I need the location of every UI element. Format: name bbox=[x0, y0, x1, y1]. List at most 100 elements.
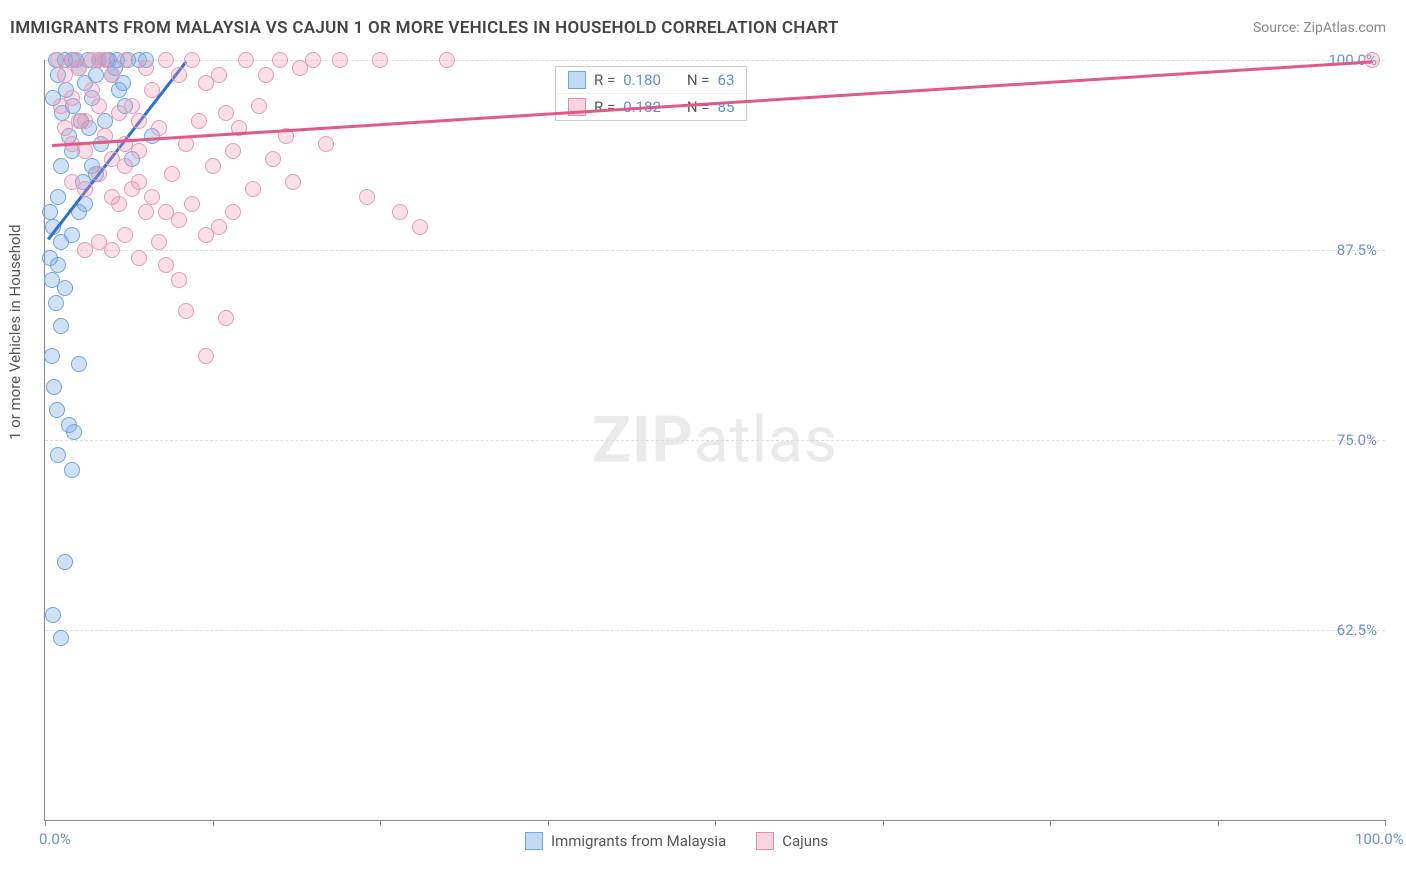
source-value: ZipAtlas.com bbox=[1303, 20, 1386, 36]
scatter-point-malaysia bbox=[50, 257, 66, 273]
scatter-point-malaysia bbox=[71, 356, 87, 372]
stat-n-label: N = bbox=[687, 98, 710, 116]
x-tick bbox=[1385, 820, 1386, 826]
scatter-point-cajuns bbox=[84, 52, 100, 68]
scatter-point-cajuns bbox=[305, 52, 321, 68]
plot-area: ZIPatlas R = 0.180 N = 63 R = 0.182 N = … bbox=[44, 60, 1385, 821]
scatter-point-malaysia bbox=[53, 158, 69, 174]
scatter-point-cajuns bbox=[318, 136, 334, 152]
scatter-point-malaysia bbox=[45, 607, 61, 623]
scatter-point-cajuns bbox=[91, 98, 107, 114]
gridline-h bbox=[45, 440, 1385, 441]
scatter-point-cajuns bbox=[144, 189, 160, 205]
scatter-point-cajuns bbox=[184, 52, 200, 68]
x-tick bbox=[548, 820, 549, 826]
scatter-point-cajuns bbox=[117, 158, 133, 174]
scatter-point-cajuns bbox=[211, 67, 227, 83]
scatter-point-cajuns bbox=[412, 219, 428, 235]
x-tick bbox=[883, 820, 884, 826]
scatter-point-cajuns bbox=[164, 166, 180, 182]
scatter-point-cajuns bbox=[151, 120, 167, 136]
legend-label: Immigrants from Malaysia bbox=[551, 832, 726, 850]
scatter-point-cajuns bbox=[151, 234, 167, 250]
scatter-point-cajuns bbox=[225, 204, 241, 220]
scatter-point-malaysia bbox=[53, 630, 69, 646]
scatter-point-malaysia bbox=[66, 424, 82, 440]
scatter-point-cajuns bbox=[158, 257, 174, 273]
scatter-point-cajuns bbox=[131, 250, 147, 266]
x-tick bbox=[213, 820, 214, 826]
scatter-point-malaysia bbox=[50, 447, 66, 463]
scatter-point-cajuns bbox=[332, 52, 348, 68]
scatter-point-malaysia bbox=[42, 204, 58, 220]
scatter-point-malaysia bbox=[50, 189, 66, 205]
x-tick bbox=[380, 820, 381, 826]
scatter-point-cajuns bbox=[91, 166, 107, 182]
stat-r-label: R = bbox=[594, 71, 615, 89]
stat-n-label: N = bbox=[687, 71, 710, 89]
gridline-h bbox=[45, 630, 1385, 631]
y-tick-label: 87.5% bbox=[1337, 241, 1377, 259]
scatter-point-cajuns bbox=[53, 98, 69, 114]
y-tick-label: 75.0% bbox=[1337, 431, 1377, 449]
scatter-point-cajuns bbox=[77, 181, 93, 197]
gridline-h bbox=[45, 250, 1385, 251]
scatter-point-cajuns bbox=[171, 212, 187, 228]
x-tick-label: 0.0% bbox=[39, 830, 71, 848]
stat-r-value: 0.180 bbox=[623, 71, 661, 89]
scatter-point-cajuns bbox=[50, 52, 66, 68]
legend-swatch-icon bbox=[756, 832, 774, 850]
y-tick-label: 62.5% bbox=[1337, 621, 1377, 639]
scatter-point-cajuns bbox=[117, 227, 133, 243]
x-tick bbox=[1218, 820, 1219, 826]
y-axis-label: 1 or more Vehicles in Household bbox=[6, 224, 24, 440]
scatter-point-cajuns bbox=[84, 82, 100, 98]
scatter-point-cajuns bbox=[104, 242, 120, 258]
scatter-point-cajuns bbox=[211, 219, 227, 235]
scatter-point-cajuns bbox=[104, 151, 120, 167]
scatter-point-cajuns bbox=[184, 196, 200, 212]
scatter-point-cajuns bbox=[258, 67, 274, 83]
chart-title: IMMIGRANTS FROM MALAYSIA VS CAJUN 1 OR M… bbox=[10, 18, 839, 38]
scatter-point-cajuns bbox=[205, 158, 221, 174]
scatter-point-cajuns bbox=[218, 310, 234, 326]
legend-swatch-icon bbox=[525, 832, 543, 850]
x-tick-label: 100.0% bbox=[1355, 830, 1404, 848]
scatter-point-cajuns bbox=[238, 52, 254, 68]
scatter-point-malaysia bbox=[57, 554, 73, 570]
legend-swatch-icon bbox=[568, 71, 586, 89]
scatter-point-cajuns bbox=[124, 98, 140, 114]
scatter-point-malaysia bbox=[88, 67, 104, 83]
scatter-point-malaysia bbox=[53, 318, 69, 334]
scatter-point-cajuns bbox=[57, 120, 73, 136]
scatter-point-cajuns bbox=[218, 105, 234, 121]
scatter-point-cajuns bbox=[131, 113, 147, 129]
scatter-point-cajuns bbox=[158, 52, 174, 68]
stat-r-label: R = bbox=[594, 98, 615, 116]
legend-label: Cajuns bbox=[782, 832, 828, 850]
scatter-point-cajuns bbox=[285, 174, 301, 190]
series-legend: Immigrants from Malaysia Cajuns bbox=[525, 832, 828, 850]
stat-n-value: 63 bbox=[718, 71, 735, 89]
scatter-point-cajuns bbox=[265, 151, 281, 167]
scatter-point-cajuns bbox=[138, 204, 154, 220]
scatter-point-cajuns bbox=[245, 181, 261, 197]
scatter-point-malaysia bbox=[46, 379, 62, 395]
scatter-point-cajuns bbox=[251, 98, 267, 114]
scatter-point-cajuns bbox=[372, 52, 388, 68]
scatter-point-cajuns bbox=[392, 204, 408, 220]
scatter-point-malaysia bbox=[57, 280, 73, 296]
scatter-point-cajuns bbox=[124, 181, 140, 197]
scatter-point-cajuns bbox=[111, 196, 127, 212]
scatter-point-cajuns bbox=[191, 113, 207, 129]
x-tick bbox=[45, 820, 46, 826]
scatter-point-cajuns bbox=[144, 82, 160, 98]
scatter-point-cajuns bbox=[131, 143, 147, 159]
scatter-point-cajuns bbox=[272, 52, 288, 68]
x-tick bbox=[715, 820, 716, 826]
scatter-point-malaysia bbox=[48, 295, 64, 311]
stats-legend-row: R = 0.180 N = 63 bbox=[556, 67, 746, 93]
scatter-point-malaysia bbox=[44, 348, 60, 364]
source-attribution: Source: ZipAtlas.com bbox=[1253, 20, 1386, 36]
scatter-point-cajuns bbox=[77, 143, 93, 159]
